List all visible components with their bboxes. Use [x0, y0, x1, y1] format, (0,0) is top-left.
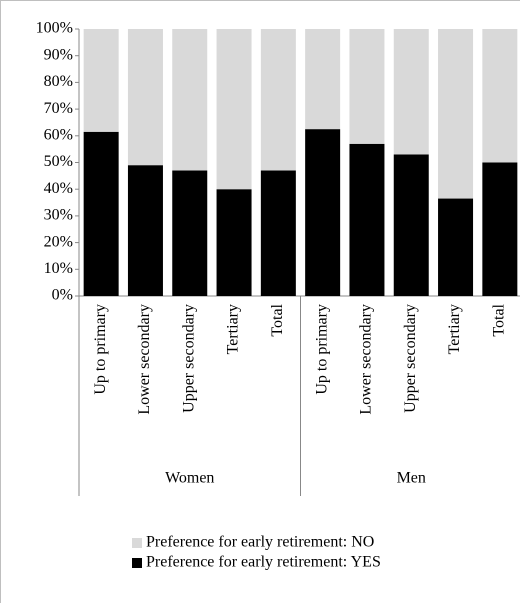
x-tick-label: Total — [491, 303, 508, 336]
bar-segment — [305, 129, 341, 296]
bar-segment — [216, 29, 252, 190]
bar-segment — [127, 165, 163, 296]
legend-label: Preference for early retirement: NO — [146, 534, 374, 551]
bar-segment — [216, 189, 252, 296]
y-tick-label: 20% — [44, 233, 73, 250]
legend-label: Preference for early retirement: YES — [146, 554, 381, 571]
y-tick-label: 30% — [44, 207, 73, 224]
bar-segment — [393, 154, 429, 296]
legend-swatch — [132, 538, 142, 548]
bar-segment — [438, 29, 474, 199]
x-tick-label: Total — [269, 303, 286, 336]
x-tick-label: Lower secondary — [136, 304, 153, 415]
y-tick-label: 40% — [44, 180, 73, 197]
bar-segment — [305, 29, 341, 130]
y-tick-label: 100% — [36, 20, 73, 37]
bar-segment — [172, 170, 208, 296]
bar-segment — [349, 143, 385, 296]
bar-segment — [83, 131, 119, 296]
y-tick-label: 60% — [44, 126, 73, 143]
bar-segment — [482, 162, 518, 296]
bar-segment — [393, 29, 429, 155]
legend-swatch — [132, 558, 142, 568]
group-label: Men — [397, 470, 426, 487]
y-tick-label: 10% — [44, 260, 73, 277]
y-tick-label: 50% — [44, 153, 73, 170]
y-tick-label: 0% — [52, 287, 73, 304]
x-tick-label: Up to primary — [313, 304, 330, 395]
group-label: Women — [165, 470, 214, 487]
y-tick-label: 70% — [44, 100, 73, 117]
bar-segment — [438, 198, 474, 296]
bar-segment — [482, 29, 518, 163]
bar-segment — [349, 29, 385, 144]
x-tick-label: Tertiary — [446, 304, 463, 354]
bar-segment — [127, 29, 163, 166]
y-tick-label: 90% — [44, 46, 73, 63]
bar-segment — [260, 29, 296, 171]
x-tick-label: Lower secondary — [358, 304, 375, 415]
x-tick-label: Upper secondary — [180, 304, 197, 413]
x-tick-label: Tertiary — [225, 304, 242, 354]
bar-segment — [172, 29, 208, 171]
bar-segment — [260, 170, 296, 296]
y-tick-label: 80% — [44, 73, 73, 90]
bar-segment — [83, 29, 119, 132]
x-tick-label: Upper secondary — [402, 304, 419, 413]
x-tick-label: Up to primary — [92, 304, 109, 395]
